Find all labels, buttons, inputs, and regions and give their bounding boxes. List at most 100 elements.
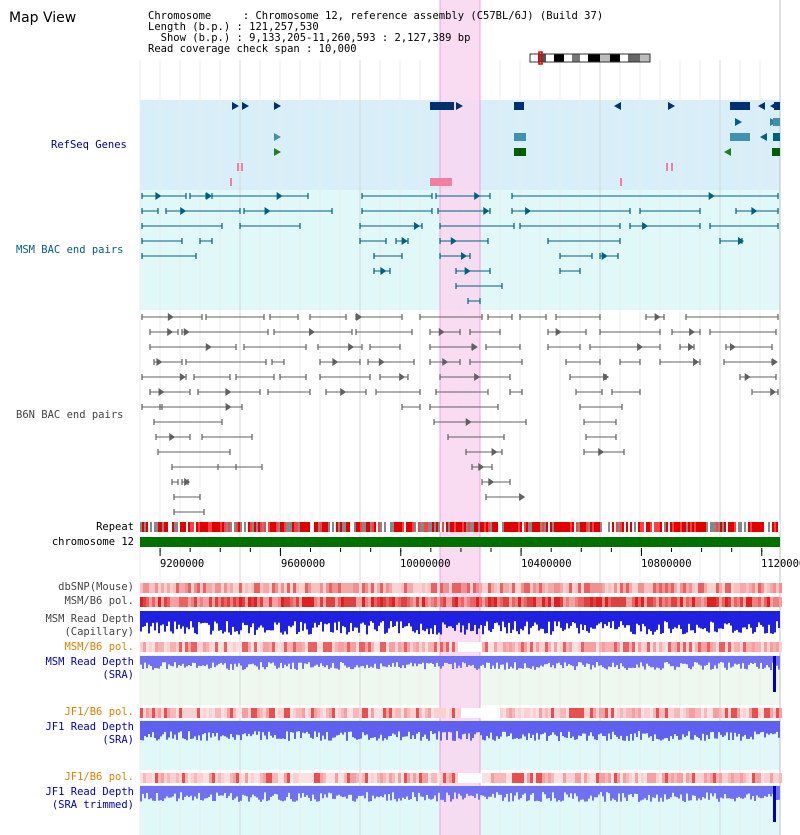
polymorphism-cell [434,597,437,607]
read-depth-bar [512,786,514,802]
track-label-b6n-bac[interactable]: B6N BAC end pairs [16,409,124,421]
read-depth-bar [638,656,640,668]
read-depth-bar [682,721,684,735]
read-depth-bar [762,786,764,799]
polymorphism-cell [572,597,575,607]
read-depth-bar [600,611,602,623]
track-label-dbsnp[interactable]: dbSNP(Mouse) [58,581,134,593]
polymorphism-cell [518,583,521,593]
polymorphism-cell [656,583,659,593]
read-depth-bar [174,721,176,735]
polymorphism-cell [311,583,314,593]
polymorphism-cell [392,642,395,652]
polymorphism-cell [650,597,653,607]
polymorphism-cell [632,773,635,783]
read-depth-bar [398,786,400,799]
track-label-msm-pol-2[interactable]: MSM/B6 pol. [64,641,134,653]
read-depth-bar [324,611,326,624]
polymorphism-cell [704,583,707,593]
read-depth-bar [514,611,516,622]
polymorphism-cell [428,708,431,718]
read-depth-bar [422,721,424,737]
track-label-msm-bac[interactable]: MSM BAC end pairs [16,244,124,256]
read-depth-bar [736,656,738,665]
polymorphism-cell [227,583,230,593]
b6n-bac-pair [603,373,610,381]
read-depth-bar [192,656,194,663]
read-depth-bar [500,786,502,795]
polymorphism-cell [701,773,704,783]
read-depth-bar [542,721,544,734]
repeat-mark [528,522,530,532]
read-depth-bar [670,786,672,798]
polymorphism-cell [353,583,356,593]
read-depth-bar [754,656,756,663]
read-depth-bar [742,786,744,799]
read-depth-bar [504,786,506,798]
read-depth-bar [690,786,692,801]
polymorphism-cell [173,708,176,718]
track-label-jf1-pol[interactable]: JF1/B6 pol. [64,706,134,718]
read-depth-bar [240,611,242,631]
read-depth-bar [754,611,756,633]
read-depth-bar [452,656,454,669]
track-label-jf1-pol-2[interactable]: JF1/B6 pol. [64,771,134,783]
polymorphism-cell [314,708,317,718]
read-depth-bar [602,611,604,629]
polymorphism-cell [488,642,491,652]
polymorphism-cell [500,583,503,593]
polymorphism-cell [563,642,566,652]
read-depth-bar [382,656,384,667]
track-label-jf1-depth-sra[interactable]: JF1 Read Depth [45,721,134,733]
polymorphism-cell [236,708,239,718]
polymorphism-cell [368,642,371,652]
refseq-gene [430,102,454,110]
track-label-refseq[interactable]: RefSeq Genes [51,139,127,151]
read-depth-bar [332,656,334,663]
polymorphism-cell [746,773,749,783]
repeat-mark [666,522,668,532]
read-depth-bar [350,611,352,623]
read-depth-bar [160,786,162,801]
repeat-mark [320,522,322,532]
read-depth-bar [608,656,610,667]
track-label-repeat[interactable]: Repeat [96,521,134,533]
polymorphism-cell [149,773,152,783]
read-depth-bar [746,786,748,795]
track-label-jf1-depth-trim[interactable]: JF1 Read Depth [45,786,134,798]
read-depth-bar [322,786,324,799]
track-label-msm-depth-sra[interactable]: MSM Read Depth [45,656,134,668]
read-depth-bar [720,656,722,663]
repeat-mark [186,522,188,532]
read-depth-bar [554,721,556,735]
read-depth-bar [730,786,732,799]
polymorphism-cell [380,708,383,718]
polymorphism-cell [251,773,254,783]
read-depth-bar [160,611,162,626]
polymorphism-cell [260,773,263,783]
track-label-msm-depth-cap[interactable]: MSM Read Depth [45,613,134,625]
polymorphism-cell [215,642,218,652]
polymorphism-cell [773,642,776,652]
read-depth-bar [594,611,596,629]
polymorphism-cell [257,642,260,652]
read-depth-bar [480,721,482,736]
polymorphism-cell [596,583,599,593]
polymorphism-cell [218,708,221,718]
polymorphism-cell [659,597,662,607]
read-depth-bar [314,656,316,666]
repeat-mark [356,522,358,532]
read-depth-bar [596,611,598,626]
read-depth-bar [364,721,366,736]
read-depth-bar [650,656,652,668]
repeat-mark [500,522,502,532]
polymorphism-cell [233,597,236,607]
track-label-msm-pol[interactable]: MSM/B6 pol. [64,595,134,607]
read-depth-bar [388,656,390,665]
read-depth-bar [376,721,378,741]
repeat-mark [504,522,506,532]
polymorphism-cell [254,642,257,652]
read-depth-bar [488,611,490,631]
polymorphism-cell [251,708,254,718]
